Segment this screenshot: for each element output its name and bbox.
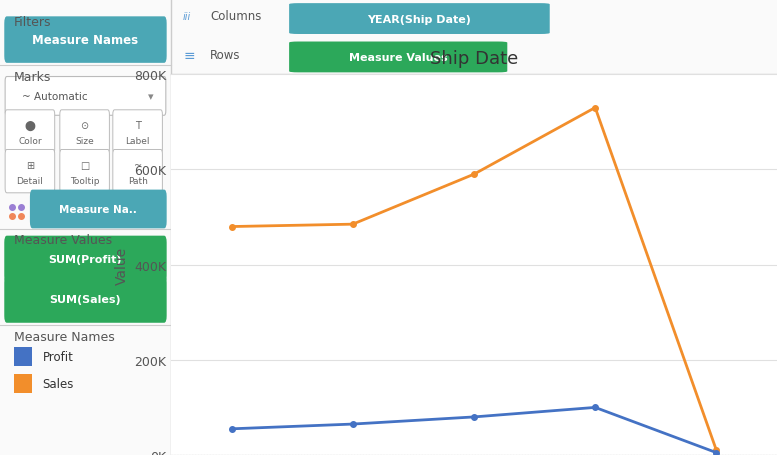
Text: ⊙: ⊙ bbox=[81, 121, 89, 131]
Text: □: □ bbox=[80, 160, 89, 170]
Bar bbox=[14, 374, 33, 394]
FancyBboxPatch shape bbox=[289, 4, 549, 35]
Text: Measure Names: Measure Names bbox=[33, 34, 138, 47]
FancyBboxPatch shape bbox=[113, 111, 162, 154]
FancyBboxPatch shape bbox=[5, 150, 54, 193]
FancyBboxPatch shape bbox=[30, 190, 167, 229]
Text: Profit: Profit bbox=[43, 350, 74, 363]
Y-axis label: Value: Value bbox=[114, 246, 128, 284]
Text: Size: Size bbox=[75, 136, 94, 146]
Text: Measure Values: Measure Values bbox=[14, 233, 112, 247]
FancyBboxPatch shape bbox=[5, 111, 54, 154]
Text: Sales: Sales bbox=[43, 378, 74, 390]
FancyBboxPatch shape bbox=[5, 17, 167, 64]
Text: Tooltip: Tooltip bbox=[70, 176, 99, 185]
FancyBboxPatch shape bbox=[289, 42, 507, 73]
Text: ⬤: ⬤ bbox=[25, 121, 35, 131]
Text: Filters: Filters bbox=[14, 16, 51, 29]
FancyBboxPatch shape bbox=[5, 77, 166, 116]
Text: ~ Automatic: ~ Automatic bbox=[23, 91, 88, 101]
Text: Detail: Detail bbox=[16, 176, 44, 185]
Text: iii: iii bbox=[183, 11, 191, 21]
Text: Marks: Marks bbox=[14, 71, 51, 84]
FancyBboxPatch shape bbox=[60, 111, 110, 154]
Text: ~: ~ bbox=[134, 160, 141, 170]
Text: ≡: ≡ bbox=[183, 49, 195, 62]
Text: Measure Names: Measure Names bbox=[14, 330, 114, 343]
Text: SUM(Sales): SUM(Sales) bbox=[50, 295, 121, 304]
Text: Label: Label bbox=[125, 136, 150, 146]
Text: Path: Path bbox=[127, 176, 148, 185]
Text: ⊞: ⊞ bbox=[26, 160, 34, 170]
Bar bbox=[14, 347, 33, 366]
Text: T: T bbox=[134, 121, 141, 131]
FancyBboxPatch shape bbox=[5, 276, 167, 323]
Text: SUM(Profit): SUM(Profit) bbox=[49, 255, 122, 264]
Text: Measure Na..: Measure Na.. bbox=[59, 205, 138, 214]
FancyBboxPatch shape bbox=[60, 150, 110, 193]
FancyBboxPatch shape bbox=[113, 150, 162, 193]
Text: ▾: ▾ bbox=[148, 91, 154, 101]
Title: Ship Date: Ship Date bbox=[430, 50, 518, 68]
Text: Columns: Columns bbox=[211, 10, 262, 23]
Text: YEAR(Ship Date): YEAR(Ship Date) bbox=[368, 15, 472, 25]
Text: Rows: Rows bbox=[211, 49, 241, 62]
Text: Measure Values: Measure Values bbox=[349, 53, 448, 63]
FancyBboxPatch shape bbox=[5, 236, 167, 283]
Text: Color: Color bbox=[18, 136, 42, 146]
